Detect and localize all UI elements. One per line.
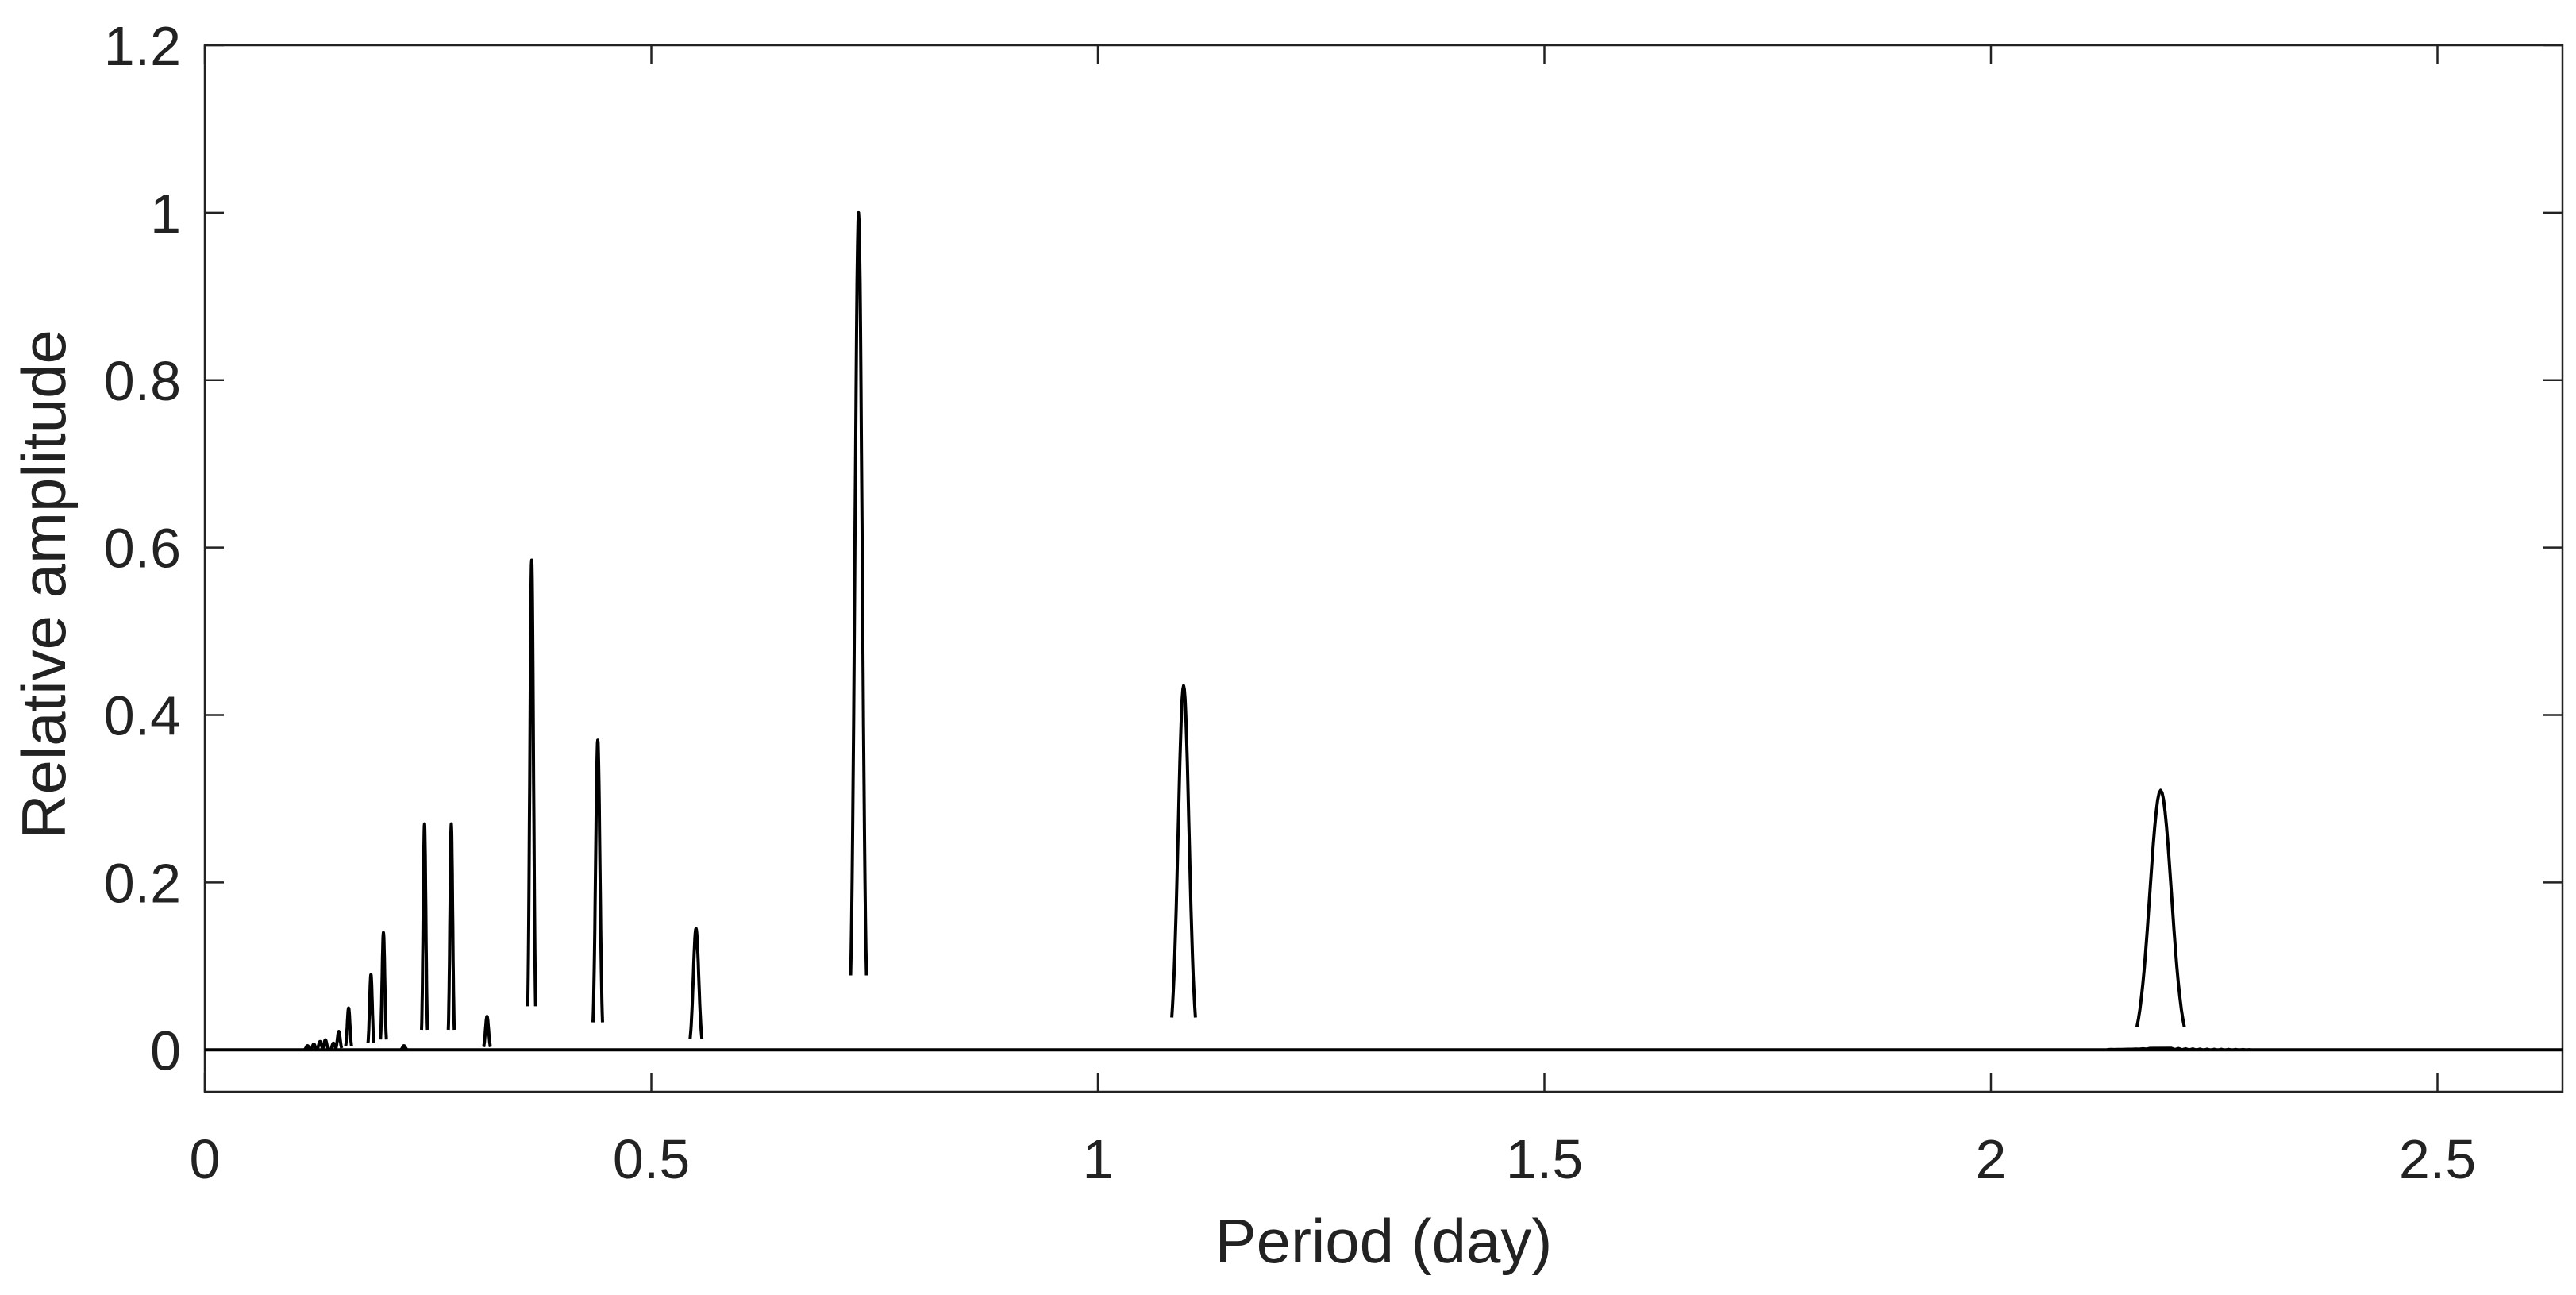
y-tick-label: 0.2 bbox=[104, 852, 181, 914]
peak-13 bbox=[526, 558, 537, 1007]
peak-11 bbox=[446, 822, 456, 1031]
x-axis: 0 0.5 1 1.5 2 2.5 bbox=[190, 45, 2476, 1190]
ripple-near-long-peak bbox=[2107, 1046, 2251, 1051]
series-layer bbox=[205, 210, 2563, 1052]
x-tick-label: 0 bbox=[190, 1128, 221, 1190]
y-tick-label: 0 bbox=[150, 1019, 181, 1081]
y-tick-label: 0.4 bbox=[104, 685, 181, 747]
x-tick-label: 2 bbox=[1976, 1128, 2007, 1190]
x-tick-label: 1 bbox=[1083, 1128, 1114, 1190]
peak-14 bbox=[591, 738, 604, 1023]
y-tick-label: 1.2 bbox=[104, 15, 181, 77]
x-tick-label: 2.5 bbox=[2399, 1128, 2476, 1190]
peak-0 bbox=[302, 1044, 312, 1051]
peak-15 bbox=[688, 927, 704, 1039]
peak-3 bbox=[321, 1038, 330, 1050]
peak-6 bbox=[344, 1006, 353, 1046]
x-axis-label: Period (day) bbox=[1215, 1206, 1553, 1276]
y-tick-label: 1 bbox=[150, 183, 181, 245]
peak-1 bbox=[309, 1042, 318, 1051]
peak-5 bbox=[334, 1030, 344, 1050]
peak-17 bbox=[1170, 684, 1197, 1018]
y-axis: 0 0.2 0.4 0.6 0.8 1 1.2 bbox=[104, 15, 2563, 1081]
y-tick-label: 0.8 bbox=[104, 350, 181, 412]
x-tick-label: 1.5 bbox=[1506, 1128, 1583, 1190]
peak-8 bbox=[379, 931, 388, 1040]
y-tick-label: 0.6 bbox=[104, 518, 181, 580]
x-tick-label: 0.5 bbox=[613, 1128, 690, 1190]
y-axis-label: Relative amplitude bbox=[9, 330, 79, 839]
peak-9 bbox=[399, 1044, 409, 1051]
peak-12 bbox=[482, 1015, 492, 1048]
peak-7 bbox=[366, 973, 375, 1044]
peak-10 bbox=[420, 822, 429, 1031]
plot-area bbox=[203, 44, 2564, 1093]
peak-18 bbox=[2135, 788, 2186, 1027]
peak-16 bbox=[849, 210, 868, 976]
